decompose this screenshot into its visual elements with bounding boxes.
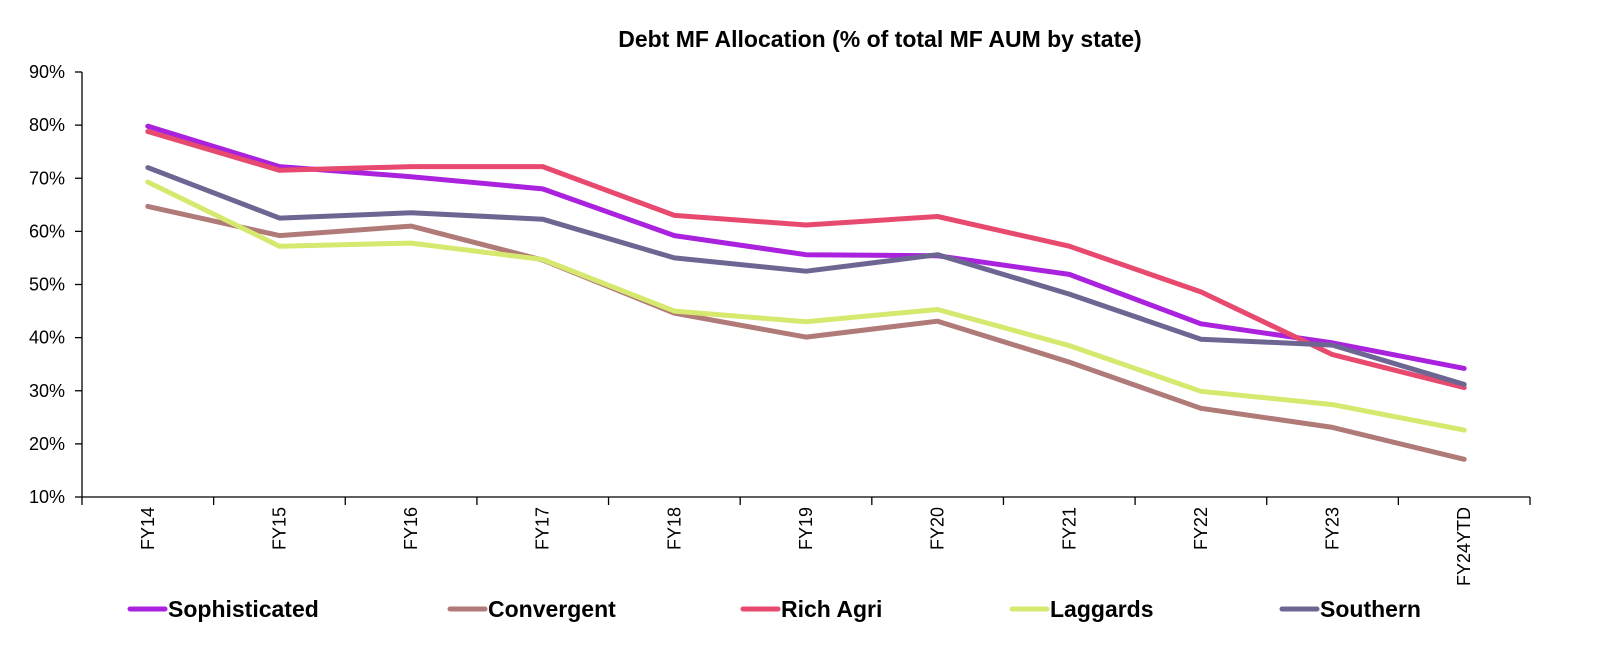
legend-label-sophisticated: Sophisticated — [168, 596, 319, 622]
series-line-laggards — [145, 179, 1467, 433]
series-group — [145, 123, 1467, 462]
chart-title: Debt MF Allocation (% of total MF AUM by… — [618, 26, 1141, 52]
x-tick-label: FY15 — [269, 507, 289, 550]
y-tick-label: 90% — [29, 62, 65, 82]
x-tick-label: FY20 — [928, 507, 948, 550]
legend-label-laggards: Laggards — [1050, 596, 1154, 622]
x-tick-label: FY19 — [796, 507, 816, 550]
y-tick-label: 70% — [29, 168, 65, 188]
x-tick-label: FY22 — [1191, 507, 1211, 550]
x-tick-label: FY21 — [1059, 507, 1079, 550]
x-tick-label: FY16 — [401, 507, 421, 550]
y-tick-label: 30% — [29, 381, 65, 401]
x-tick-label: FY14 — [138, 507, 158, 550]
y-tick-label: 10% — [29, 487, 65, 507]
x-tick-label: FY23 — [1323, 507, 1343, 550]
series-line-sophisticated — [145, 123, 1467, 371]
x-tick-label: FY24YTD — [1454, 507, 1474, 586]
x-tick-label: FY18 — [664, 507, 684, 550]
y-tick-label: 50% — [29, 275, 65, 295]
x-tick-label: FY17 — [533, 507, 553, 550]
y-axis: 10% 20% 30% 40% 50% 60% 70% 80% 90% — [29, 62, 83, 507]
series-line-southern — [145, 165, 1467, 387]
legend-label-rich-agri: Rich Agri — [781, 596, 882, 622]
legend-label-convergent: Convergent — [488, 596, 616, 622]
legend: Sophisticated Convergent Rich Agri Laggards… — [127, 596, 1421, 622]
y-tick-label: 60% — [29, 221, 65, 241]
series-line-rich-agri — [145, 129, 1467, 391]
y-tick-label: 40% — [29, 328, 65, 348]
legend-label-southern: Southern — [1320, 596, 1421, 622]
y-tick-label: 20% — [29, 434, 65, 454]
y-tick-label: 80% — [29, 115, 65, 135]
x-axis: FY14 FY15 FY16 FY17 FY18 FY19 FY20 FY21 FY22 FY23… — [81, 496, 1531, 586]
series-line-convergent — [145, 203, 1467, 462]
